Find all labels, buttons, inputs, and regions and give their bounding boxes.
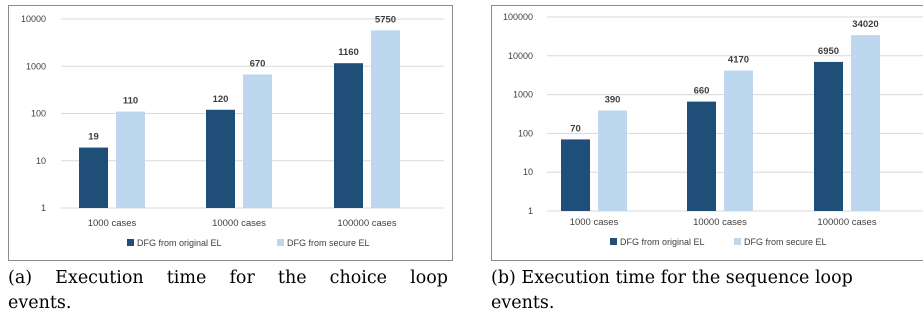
y-tick-label: 10000 — [508, 51, 533, 61]
chart-panel-b: 1 10 100 1000 10000 100000 70 390 1000 cases 660 4… — [483, 0, 923, 327]
x-category-label: 1000 cases — [88, 218, 137, 229]
data-label: 70 — [570, 123, 581, 134]
bar-original-el — [206, 109, 235, 208]
bar-secure-el — [371, 30, 400, 208]
data-label: 390 — [605, 94, 621, 105]
y-tick-label: 10000 — [21, 14, 46, 24]
x-category-label: 10000 cases — [212, 218, 266, 229]
x-category-label: 100000 cases — [337, 218, 396, 229]
legend-label-original: DFG from original EL — [137, 238, 222, 248]
y-tick-label: 1 — [528, 206, 533, 216]
data-label: 4170 — [728, 55, 749, 66]
data-label: 5750 — [375, 14, 396, 25]
data-label: 120 — [213, 94, 229, 105]
bar-secure-el — [851, 35, 880, 212]
data-label: 19 — [88, 132, 99, 143]
legend-swatch-secure — [734, 238, 741, 245]
bar-original-el — [561, 139, 590, 211]
bar-secure-el — [243, 74, 272, 209]
legend-swatch-secure — [277, 239, 284, 246]
x-category-label: 10000 cases — [693, 217, 747, 228]
caption-b-line-1: (b) Execution time for the sequence loop — [491, 268, 853, 288]
data-label: 110 — [123, 96, 138, 107]
caption-b: (b) Execution time for the sequence loop… — [491, 266, 923, 316]
chart-frame-a: 1 10 100 1000 10000 19 110 1000 cases 120 670 1000… — [8, 5, 453, 261]
bar-secure-el — [598, 110, 627, 211]
bar-chart-b: 1 10 100 1000 10000 100000 70 390 1000 cases 660 4… — [503, 12, 923, 247]
y-tick-label: 100 — [31, 109, 46, 119]
y-tick-label: 1 — [41, 203, 46, 213]
caption-a-line-1: (a) Execution time for the choice loop — [8, 268, 448, 288]
x-category-label: 100000 cases — [817, 217, 876, 228]
legend-swatch-original — [610, 238, 617, 245]
chart-frame-b: 1 10 100 1000 10000 100000 70 390 1000 cases 660 4… — [491, 5, 923, 261]
bar-original-el — [687, 101, 716, 211]
y-tick-label: 100000 — [503, 12, 533, 22]
caption-b-line-2: events. — [491, 293, 555, 313]
y-tick-label: 10 — [36, 156, 46, 166]
legend-swatch-original — [127, 239, 134, 246]
data-label: 660 — [694, 86, 710, 97]
y-tick-label: 100 — [518, 128, 533, 138]
data-label: 6950 — [818, 46, 839, 57]
caption-a: (a) Execution time for the choice loop e… — [8, 266, 448, 316]
y-tick-label: 1000 — [513, 90, 533, 100]
bar-original-el — [814, 61, 843, 212]
legend-label-original: DFG from original EL — [620, 237, 705, 247]
chart-panel-a: 1 10 100 1000 10000 19 110 1000 cases 120 670 1000… — [0, 0, 455, 327]
bar-original-el — [334, 63, 363, 208]
legend-label-secure: DFG from secure EL — [744, 237, 827, 247]
y-tick-label: 10 — [523, 167, 533, 177]
bar-secure-el — [116, 111, 145, 208]
y-tick-label: 1000 — [26, 61, 46, 71]
caption-a-line-2: events. — [8, 293, 72, 313]
x-category-label: 1000 cases — [570, 217, 619, 228]
bar-secure-el — [724, 70, 753, 211]
data-label: 1160 — [338, 47, 359, 58]
data-label: 34020 — [852, 19, 878, 30]
legend-label-secure: DFG from secure EL — [287, 238, 370, 248]
bar-original-el — [79, 147, 108, 208]
data-label: 670 — [250, 58, 266, 69]
